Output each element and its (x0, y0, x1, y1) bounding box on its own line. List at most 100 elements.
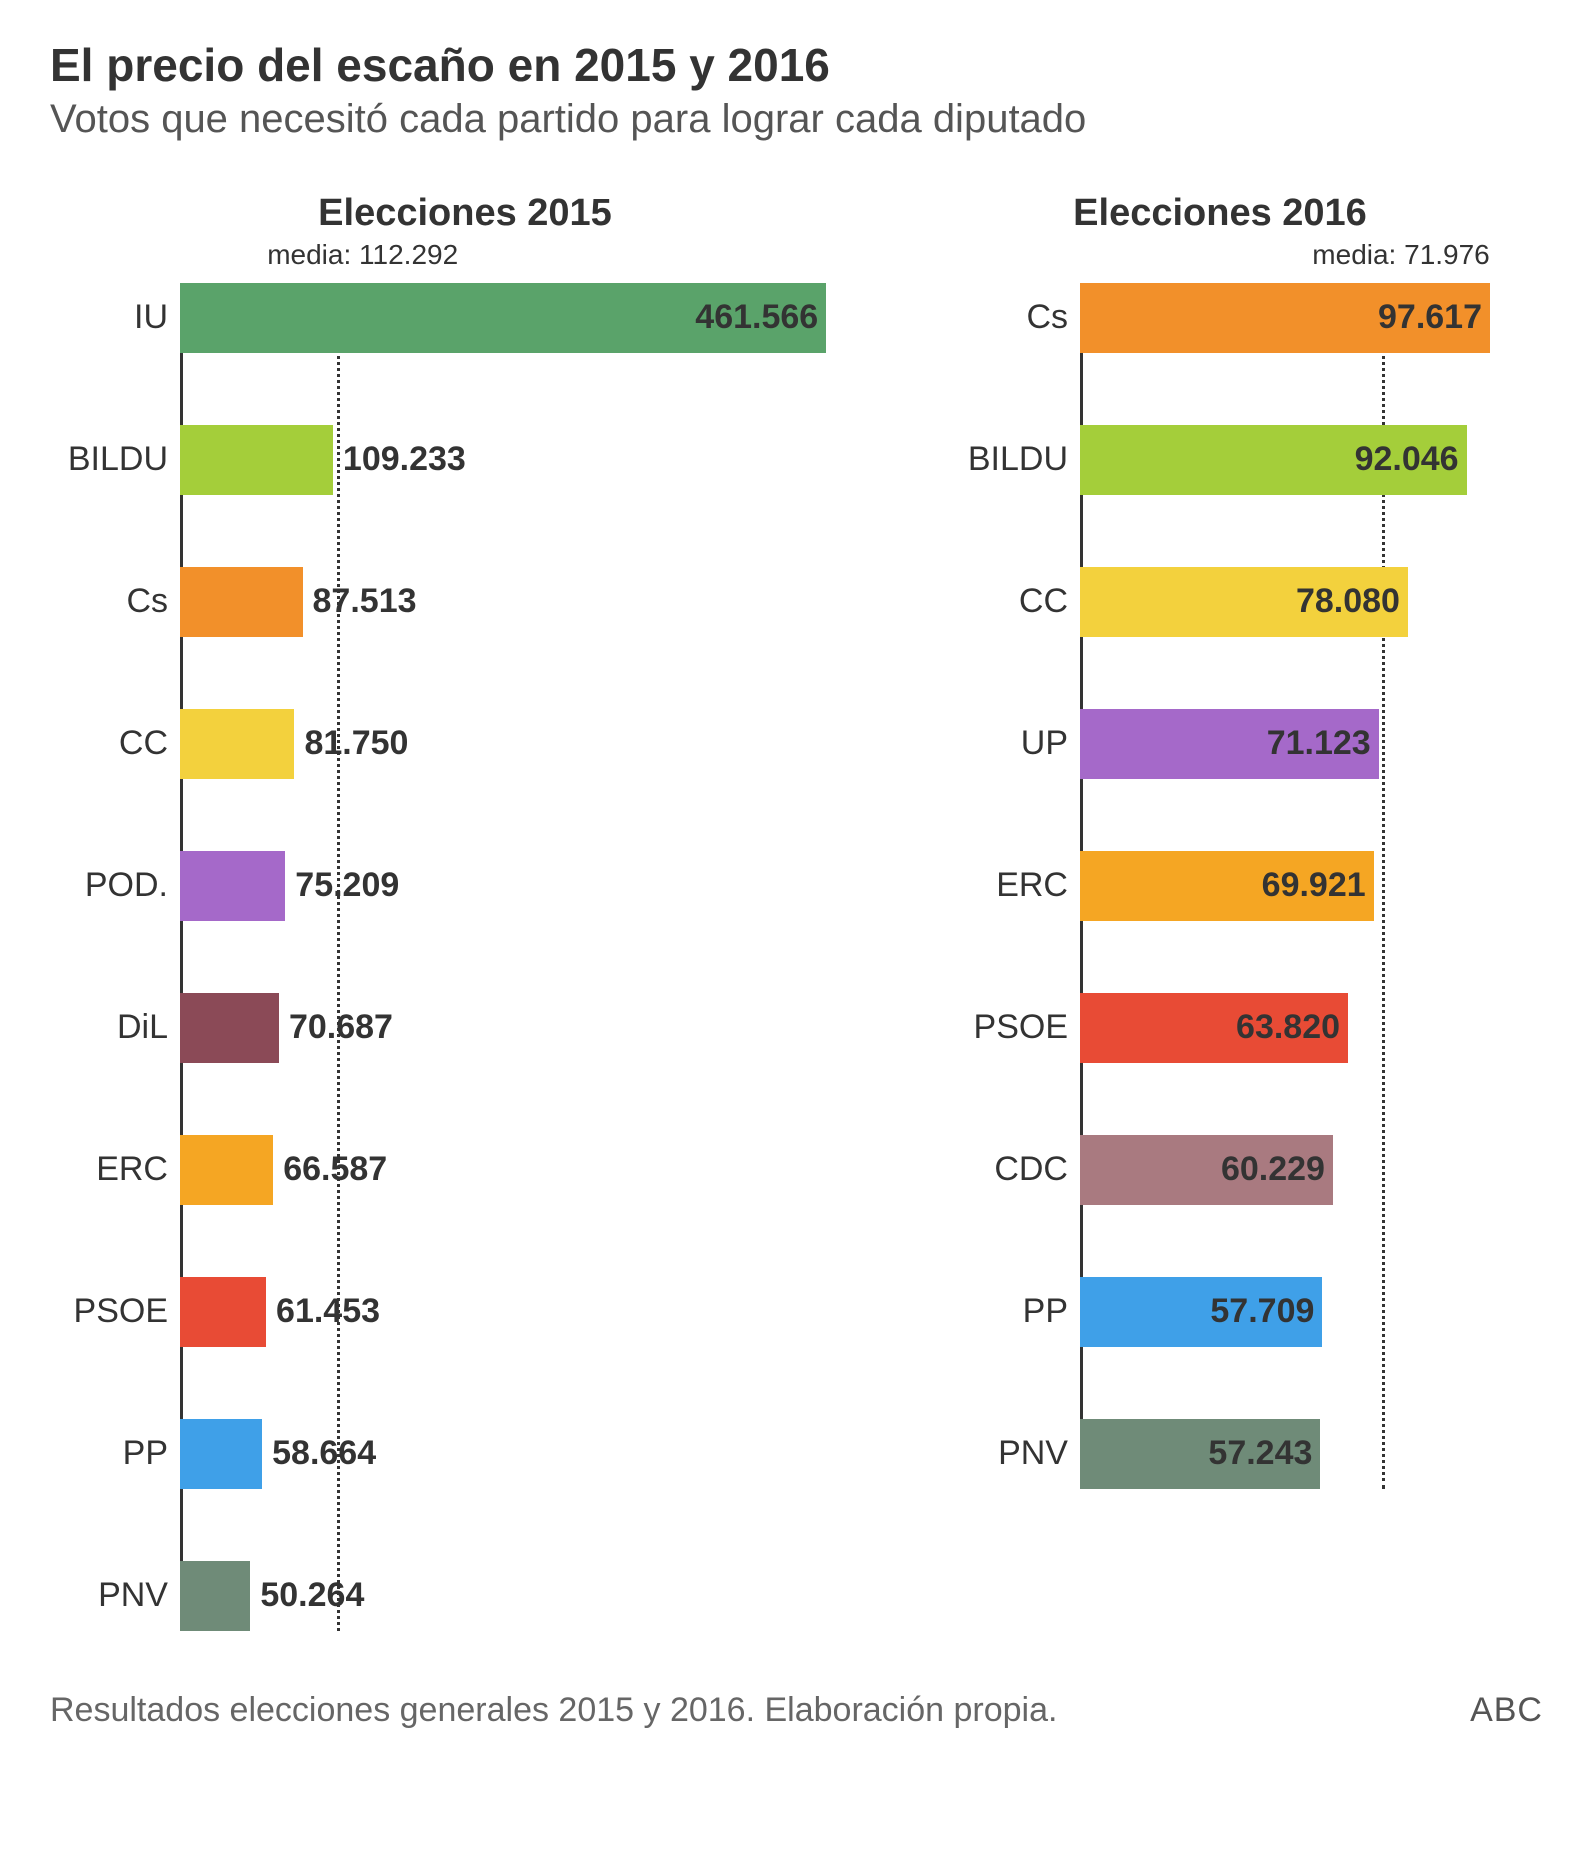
bar (180, 1561, 250, 1631)
bar-row: PSOE 63.820 (940, 993, 1500, 1063)
party-label: BILDU (50, 440, 180, 479)
bar-row: CDC 60.229 (940, 1135, 1500, 1205)
bar (180, 1419, 262, 1489)
party-label: PSOE (940, 1008, 1080, 1047)
bar-value-label: 61.453 (266, 1277, 380, 1347)
bar-row: Cs 97.617 (940, 283, 1500, 353)
bar-area: 57.709 (1080, 1277, 1500, 1347)
footer-source: Resultados elecciones generales 2015 y 2… (50, 1691, 1057, 1730)
bar-area: 81.750 (180, 709, 880, 779)
party-label: CC (940, 582, 1080, 621)
party-label: CDC (940, 1150, 1080, 1189)
bar-row: PSOE 61.453 (50, 1277, 880, 1347)
panel-body: Cs 97.617 BILDU 92.046 CC 78.080 UP 71.123 ERC 69… (940, 283, 1500, 1489)
bar (180, 1277, 266, 1347)
bar-row: Cs 87.513 (50, 567, 880, 637)
bar-row: IU 461.566 (50, 283, 880, 353)
bar-value-label: 75.209 (285, 851, 399, 921)
bar-area: 92.046 (1080, 425, 1500, 495)
bar-value-label: 97.617 (1368, 283, 1482, 353)
bar-value-label: 58.664 (262, 1419, 376, 1489)
bar-row: BILDU 109.233 (50, 425, 880, 495)
party-label: UP (940, 724, 1080, 763)
bar-row: CC 81.750 (50, 709, 880, 779)
panel-media-label: media: 112.292 (267, 239, 880, 271)
party-label: PSOE (50, 1292, 180, 1331)
bar-area: 60.229 (1080, 1135, 1500, 1205)
bar-area: 50.264 (180, 1561, 880, 1631)
bar (180, 425, 333, 495)
party-label: DiL (50, 1008, 180, 1047)
party-label: ERC (940, 866, 1080, 905)
bar-row: PNV 57.243 (940, 1419, 1500, 1489)
bar-value-label: 57.243 (1198, 1419, 1312, 1489)
bar (180, 567, 303, 637)
bar-row: ERC 66.587 (50, 1135, 880, 1205)
bar-value-label: 66.587 (273, 1135, 387, 1205)
party-label: PP (940, 1292, 1080, 1331)
footer-brand: ABC (1470, 1691, 1543, 1730)
bar-row: PP 57.709 (940, 1277, 1500, 1347)
bar-row: DiL 70.687 (50, 993, 880, 1063)
bar-area: 97.617 (1080, 283, 1500, 353)
party-label: BILDU (940, 440, 1080, 479)
bar-value-label: 461.566 (685, 283, 818, 353)
bar-value-label: 69.921 (1252, 851, 1366, 921)
chart-footer: Resultados elecciones generales 2015 y 2… (50, 1691, 1543, 1730)
bar (180, 993, 279, 1063)
bar-row: BILDU 92.046 (940, 425, 1500, 495)
bar-row: CC 78.080 (940, 567, 1500, 637)
bar (180, 851, 285, 921)
bar (180, 709, 294, 779)
bar-value-label: 60.229 (1211, 1135, 1325, 1205)
bar-area: 109.233 (180, 425, 880, 495)
bar-value-label: 50.264 (250, 1561, 364, 1631)
panel-body: IU 461.566 BILDU 109.233 Cs 87.513 CC 81.750 POD… (50, 283, 880, 1631)
bar-value-label: 63.820 (1226, 993, 1340, 1063)
panel-title: Elecciones 2016 (940, 192, 1500, 235)
party-label: Cs (940, 298, 1080, 337)
bar-area: 58.664 (180, 1419, 880, 1489)
panel-media-label: media: 71.976 (1312, 239, 1500, 271)
chart-2015: Elecciones 2015 media: 112.292 IU 461.566 BI… (50, 192, 880, 1631)
bar-area: 461.566 (180, 283, 880, 353)
bar-area: 87.513 (180, 567, 880, 637)
bar-area: 70.687 (180, 993, 880, 1063)
chart-container: El precio del escaño en 2015 y 2016 Voto… (50, 40, 1543, 1730)
bar-row: PNV 50.264 (50, 1561, 880, 1631)
party-label: PNV (940, 1434, 1080, 1473)
bar-value-label: 57.709 (1200, 1277, 1314, 1347)
bar-row: UP 71.123 (940, 709, 1500, 779)
party-label: POD. (50, 866, 180, 905)
party-label: ERC (50, 1150, 180, 1189)
bar-area: 69.921 (1080, 851, 1500, 921)
party-label: PNV (50, 1576, 180, 1615)
bar-row: POD. 75.209 (50, 851, 880, 921)
party-label: CC (50, 724, 180, 763)
bar-value-label: 70.687 (279, 993, 393, 1063)
bar-area: 57.243 (1080, 1419, 1500, 1489)
party-label: PP (50, 1434, 180, 1473)
bar-value-label: 81.750 (294, 709, 408, 779)
bar-value-label: 87.513 (303, 567, 417, 637)
chart-title: El precio del escaño en 2015 y 2016 (50, 40, 1543, 91)
chart-2016: Elecciones 2016 media: 71.976 Cs 97.617 BILD… (940, 192, 1500, 1489)
bar-area: 75.209 (180, 851, 880, 921)
bar-row: PP 58.664 (50, 1419, 880, 1489)
bar (180, 1135, 273, 1205)
bar-area: 61.453 (180, 1277, 880, 1347)
bar-value-label: 71.123 (1257, 709, 1371, 779)
bar-area: 66.587 (180, 1135, 880, 1205)
bar-value-label: 92.046 (1345, 425, 1459, 495)
party-label: IU (50, 298, 180, 337)
bar-area: 71.123 (1080, 709, 1500, 779)
bar-area: 78.080 (1080, 567, 1500, 637)
panel-title: Elecciones 2015 (50, 192, 880, 235)
party-label: Cs (50, 582, 180, 621)
bar-area: 63.820 (1080, 993, 1500, 1063)
bar-value-label: 109.233 (333, 425, 466, 495)
bar-value-label: 78.080 (1286, 567, 1400, 637)
chart-subtitle: Votos que necesitó cada partido para log… (50, 97, 1543, 142)
charts-row: Elecciones 2015 media: 112.292 IU 461.566 BI… (50, 192, 1543, 1631)
bar-row: ERC 69.921 (940, 851, 1500, 921)
